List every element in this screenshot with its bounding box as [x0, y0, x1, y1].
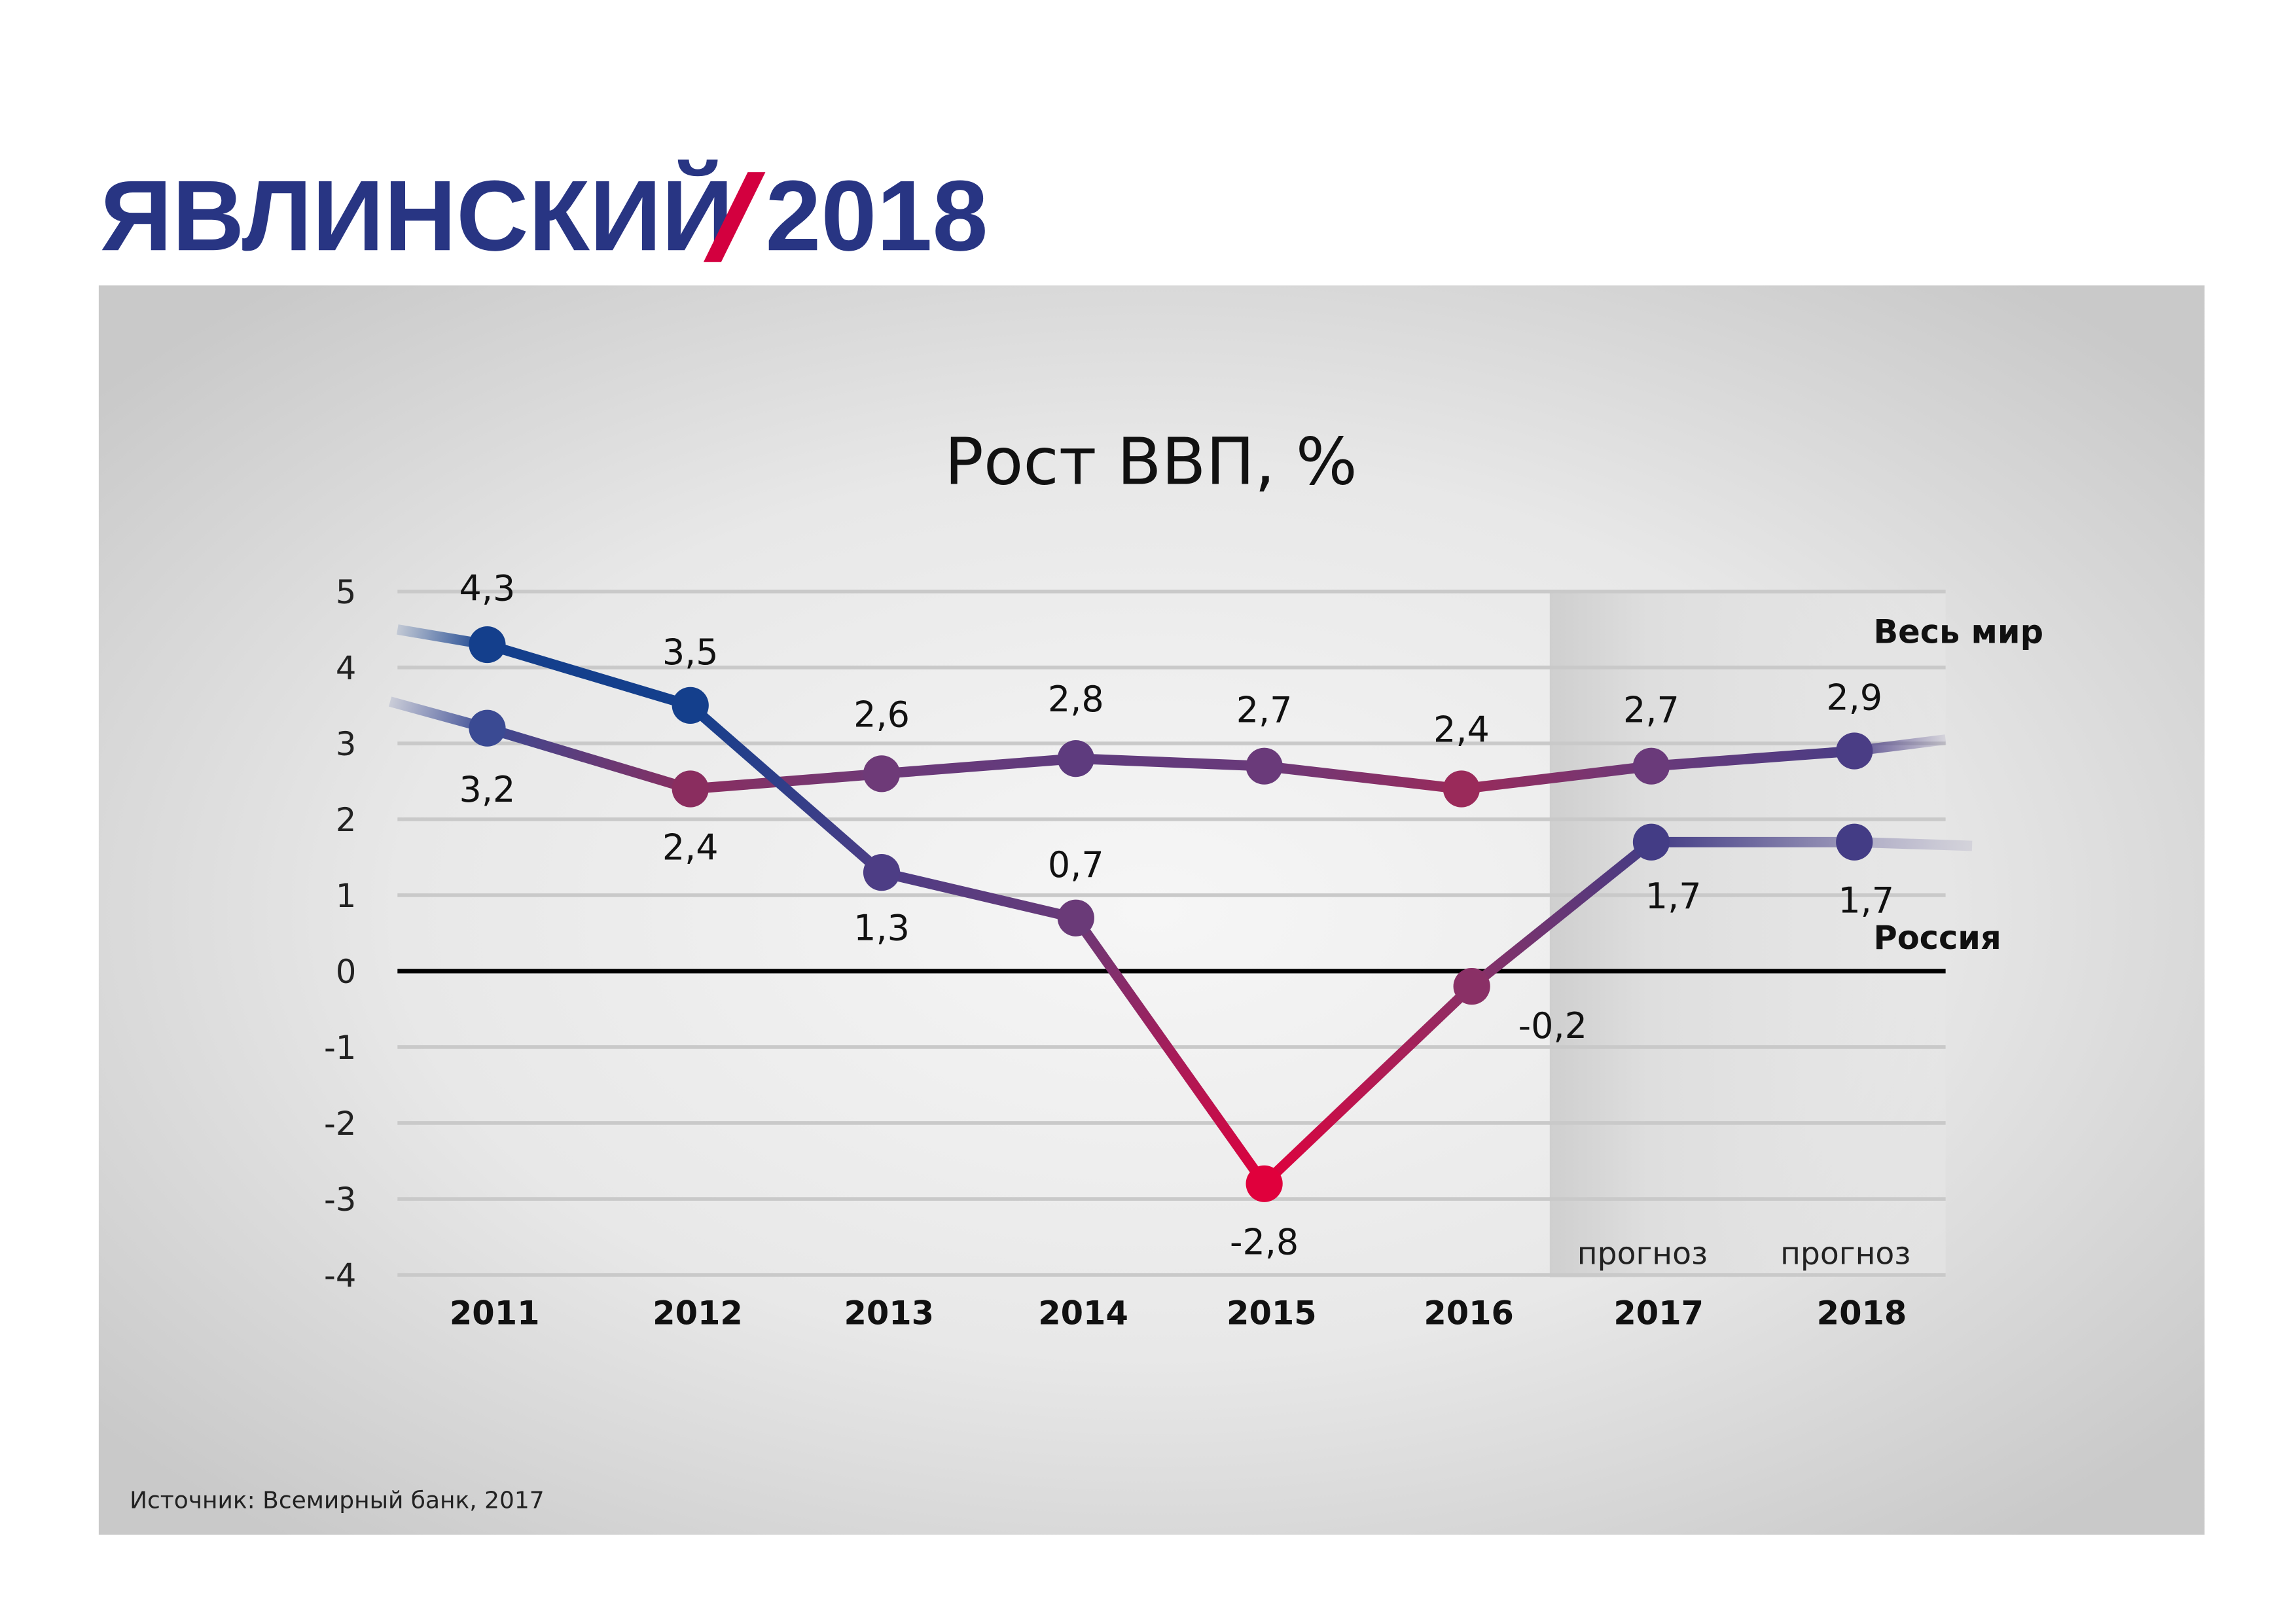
y-tick-label: -3: [324, 1181, 356, 1219]
data-labels: 3,2 2,4 2,6 2,8 2,7 2,4 2,7 2,9 4,3 3,5 1,3 0,7 -2,8…: [459, 568, 1895, 1263]
y-tick-label: -4: [324, 1257, 356, 1294]
series-segment: [687, 701, 886, 877]
x-tick-label: 2013: [844, 1294, 934, 1332]
x-axis: 2011 2012 2013 2014 2015 2016 2017 прогноз 2018 п…: [450, 1236, 1911, 1332]
x-tick-label: 2018: [1817, 1294, 1907, 1332]
series-segment: [690, 768, 882, 794]
brand-slash: [703, 172, 766, 262]
series-points: [469, 626, 1873, 1202]
data-point: [1246, 747, 1283, 785]
series-segment: [1071, 915, 1269, 1187]
series-segment: [1651, 745, 1855, 772]
data-point: [672, 770, 709, 808]
data-label: 4,3: [459, 568, 516, 609]
data-label: 1,7: [1645, 876, 1702, 917]
data-point: [672, 687, 709, 724]
data-label: 0,7: [1048, 844, 1104, 885]
x-tick-label: 2015: [1227, 1294, 1317, 1332]
data-point: [1836, 732, 1873, 770]
series-lines: [388, 624, 1973, 1188]
data-point: [863, 755, 901, 793]
series-segment: [1263, 760, 1462, 794]
brand-logo: ЯВЛИНСКИЙ 2018: [100, 160, 988, 272]
data-label: 2,7: [1623, 689, 1679, 730]
data-label: 2,6: [853, 694, 910, 735]
data-label: -0,2: [1518, 1005, 1587, 1046]
data-point: [1453, 968, 1490, 1005]
y-tick-label: 2: [336, 801, 356, 839]
y-tick-label: -1: [324, 1029, 356, 1067]
series-segment: [1468, 838, 1655, 991]
data-label: 2,8: [1048, 679, 1104, 720]
y-tick-label: -2: [324, 1105, 356, 1143]
x-tick-label: 2014: [1038, 1294, 1128, 1332]
data-label: 2,7: [1236, 689, 1293, 730]
data-point: [1632, 823, 1670, 861]
data-point: [1836, 823, 1873, 861]
chart-title: Рост ВВП, %: [944, 425, 1357, 500]
data-label: 2,4: [1433, 709, 1490, 751]
y-axis: 5 4 3 2 1 0 -1 -2 -3 -4: [324, 573, 356, 1294]
y-tick-label: 5: [336, 573, 356, 611]
x-tick-label: 2016: [1424, 1294, 1514, 1332]
forecast-label: прогноз: [1577, 1236, 1708, 1272]
x-tick-label: 2017: [1613, 1294, 1704, 1332]
series-segment: [1460, 760, 1652, 794]
y-tick-label: 1: [336, 877, 356, 915]
data-point: [469, 626, 506, 664]
data-label: 1,3: [853, 908, 910, 949]
y-tick-label: 4: [336, 649, 356, 687]
series-segment: [486, 723, 692, 794]
series-segment: [1075, 753, 1265, 772]
data-point: [863, 854, 901, 891]
legend-world: Весь мир: [1873, 613, 2043, 651]
data-point: [1632, 747, 1670, 785]
source-note: Источник: Всемирный банк, 2017: [130, 1488, 545, 1514]
series-segment: [880, 867, 1077, 923]
series-segment: [1261, 982, 1476, 1188]
data-point: [1443, 770, 1480, 808]
series-segment: [881, 753, 1077, 779]
y-tick-label: 3: [336, 725, 356, 763]
data-label: 3,5: [662, 632, 719, 673]
data-point: [469, 709, 506, 747]
brand-name: ЯВЛИНСКИЙ: [100, 160, 734, 272]
data-label: 2,9: [1826, 677, 1882, 719]
forecast-region: [1549, 593, 1946, 1277]
forecast-label: прогноз: [1780, 1236, 1910, 1272]
series-extension: [1854, 836, 1973, 851]
data-point: [1246, 1165, 1283, 1202]
series-segment: [486, 639, 692, 711]
y-tick-label: 0: [336, 953, 356, 991]
data-label: 3,2: [459, 769, 516, 810]
data-label: -2,8: [1230, 1222, 1299, 1263]
data-point: [1057, 899, 1094, 936]
brand-year: 2018: [765, 160, 988, 272]
x-tick-label: 2011: [450, 1294, 540, 1332]
legend-russia: Россия: [1873, 919, 2001, 957]
x-tick-label: 2012: [653, 1294, 743, 1332]
data-point: [1057, 740, 1094, 777]
data-label: 1,7: [1838, 880, 1894, 921]
data-label: 2,4: [662, 827, 719, 868]
